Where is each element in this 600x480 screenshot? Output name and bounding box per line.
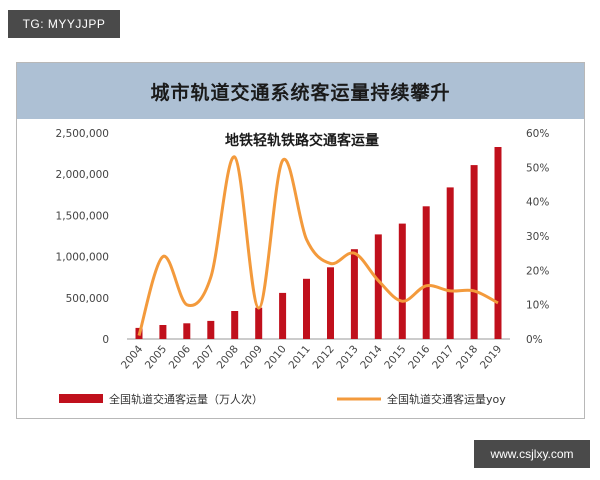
legend: 全国轨道交通客运量（万人次） 全国轨道交通客运量yoy <box>59 392 506 406</box>
x-tick-label-2009: 2009 <box>239 343 265 371</box>
x-tick-label-2017: 2017 <box>430 343 456 371</box>
right-tick-label: 30% <box>526 231 549 243</box>
x-tick-label-2008: 2008 <box>215 343 241 371</box>
line-layer <box>137 155 499 337</box>
left-tick-label: 0 <box>102 334 109 346</box>
x-tick-label-2015: 2015 <box>382 343 408 371</box>
chart-card: 城市轨道交通系统客运量持续攀升 地铁轻轨铁路交通客运量 0 500,000 1,00… <box>16 62 585 419</box>
x-tick-label-2014: 2014 <box>358 343 385 371</box>
legend-bar-label: 全国轨道交通客运量（万人次） <box>109 392 263 406</box>
left-tick-label: 2,000,000 <box>56 169 109 181</box>
bar-2005 <box>159 325 167 339</box>
yoy-line <box>137 155 499 337</box>
x-tick-label-2004: 2004 <box>119 343 146 371</box>
right-axis-ticks: 0% 10% 20% 30% 40% 50% 60% <box>526 128 549 346</box>
bar-2008 <box>231 311 239 339</box>
x-tick-label-2010: 2010 <box>263 343 289 371</box>
legend-bar-swatch <box>59 394 103 403</box>
bar-2017 <box>446 187 454 339</box>
right-tick-label: 10% <box>526 300 549 312</box>
bar-2014 <box>374 234 382 339</box>
bar-2006 <box>183 323 191 339</box>
chart-title: 地铁轻轨铁路交通客运量 <box>225 132 379 149</box>
x-tick-label-2018: 2018 <box>454 343 480 371</box>
right-tick-label: 20% <box>526 265 549 277</box>
chart-svg: 地铁轻轨铁路交通客运量 0 500,000 1,000,000 1,500,000 2,… <box>56 128 550 406</box>
bar-2011 <box>303 278 310 339</box>
x-tick-label-2011: 2011 <box>286 343 312 371</box>
banner-title: 城市轨道交通系统客运量持续攀升 <box>17 63 584 119</box>
bar-2007 <box>207 320 215 339</box>
left-axis-ticks: 0 500,000 1,000,000 1,500,000 2,000,000 2,500… <box>56 128 109 346</box>
x-tick-label-2016: 2016 <box>406 343 433 371</box>
right-tick-label: 0% <box>526 334 543 346</box>
x-tick-label-2006: 2006 <box>167 343 194 371</box>
right-tick-label: 60% <box>526 128 549 140</box>
x-tick-label-2013: 2013 <box>334 343 360 371</box>
left-tick-label: 1,500,000 <box>56 210 109 222</box>
x-tick-label-2005: 2005 <box>143 343 169 371</box>
x-axis-ticks: 2004200520062007200820092010201120122013… <box>119 343 504 371</box>
watermark-bottom: www.csjlxy.com <box>474 440 590 468</box>
bar-2018 <box>470 165 478 339</box>
bar-2012 <box>327 267 334 339</box>
bar-2013 <box>350 249 358 339</box>
x-tick-label-2012: 2012 <box>310 343 336 371</box>
bars-layer <box>135 147 502 339</box>
bar-2015 <box>398 223 406 339</box>
bar-2009 <box>255 307 263 339</box>
x-tick-label-2007: 2007 <box>191 343 217 371</box>
bar-2019 <box>494 147 502 339</box>
bar-2016 <box>422 206 430 339</box>
left-tick-label: 1,000,000 <box>56 252 109 264</box>
legend-line-label: 全国轨道交通客运量yoy <box>387 392 506 406</box>
right-tick-label: 40% <box>526 197 549 209</box>
right-tick-label: 50% <box>526 162 549 174</box>
left-tick-label: 2,500,000 <box>56 128 109 140</box>
x-tick-label-2019: 2019 <box>478 343 504 371</box>
bar-2010 <box>279 292 287 339</box>
watermark-top: TG: MYYJJPP <box>8 10 120 38</box>
left-tick-label: 500,000 <box>66 293 109 305</box>
